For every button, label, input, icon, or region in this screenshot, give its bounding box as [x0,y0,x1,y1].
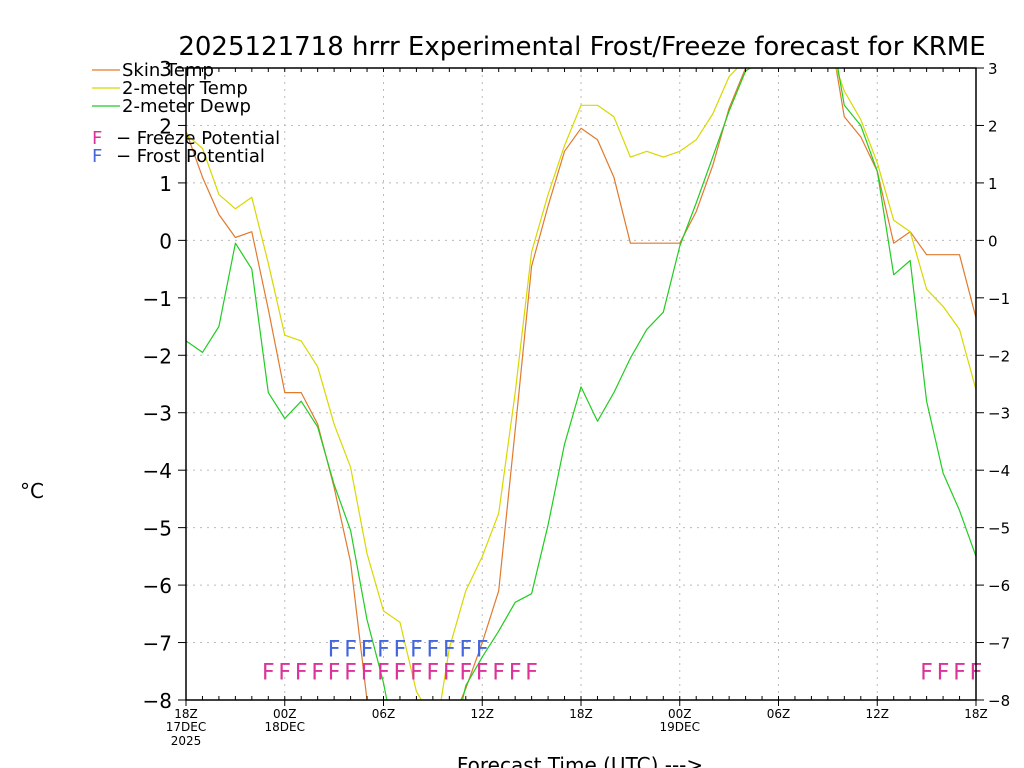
x-tick-label: 06Z [767,707,791,721]
freeze-marker: F [328,660,341,685]
freeze-marker: F [937,660,950,685]
y-tick-label-left: 3 [159,57,172,81]
x-tick-label: 12Z [866,707,890,721]
y-tick-label-left: −5 [143,517,172,541]
y-tick-label-right: 3 [988,60,998,78]
legend-frost-label: − Frost Potential [116,146,265,167]
frost-marker: F [427,637,440,662]
series-lines [186,68,976,700]
y-tick-label-right: 0 [988,232,998,250]
x-tick-label: 00Z [668,707,692,721]
x-tick-label: 18Z [569,707,593,721]
y-tick-label-left: −3 [143,402,172,426]
freeze-marker: F [920,660,933,685]
x-tick-year: 2025 [171,734,202,748]
y-tick-label-left: −1 [143,287,172,311]
x-tick-date: 19DEC [660,720,700,734]
freeze-marker: F [509,660,522,685]
y-tick-label-right: −5 [988,520,1010,538]
y-tick-label-left: 2 [159,114,172,138]
frost-marker: F [377,637,390,662]
grid-lines [186,68,976,700]
y-tick-label-right: 1 [988,175,998,193]
y-tick-label-right: −1 [988,290,1010,308]
y-tick-label-right: 2 [988,117,998,135]
x-axis-label: Forecast Time (UTC) ---> [457,753,703,768]
x-tick-label: 18Z [964,707,988,721]
y-tick-label-right: −2 [988,347,1010,365]
legend-dewp-label: 2-meter Dewp [122,96,251,117]
legend-frost-symbol: F [92,146,102,167]
y-axis-label: °C [20,479,44,503]
x-tick-label: 18Z [174,707,198,721]
y-tick-label-right: −4 [988,462,1010,480]
freeze-marker: F [443,660,456,685]
frost-marker: F [459,637,472,662]
frost-marker: F [328,637,341,662]
series-line-2-meter-temp [186,68,976,700]
frost-marker: F [410,637,423,662]
y-axis-left: −8 −7 −6 −5 −4 −3 −2 −1 0 1 2 3 [143,57,186,713]
frost-marker: F [476,637,489,662]
legend: Skin Temp 2-meter Temp 2-meter Dewp F − … [92,60,280,167]
frost-marker: F [361,637,374,662]
freeze-marker: F [278,660,291,685]
y-tick-label-left: −8 [143,689,172,713]
y-tick-label-left: −6 [143,574,172,598]
series-line-2-meter-dewp [186,68,976,700]
y-axis-right: −8 −7 −6 −5 −4 −3 −2 −1 0 1 2 3 [976,60,1010,710]
frost-marker: F [443,637,456,662]
legend-temp-label: 2-meter Temp [122,78,248,99]
legend-freeze-label: − Freeze Potential [116,128,280,149]
x-tick-label: 12Z [471,707,495,721]
freeze-marker: F [311,660,324,685]
y-tick-label-left: −7 [143,632,172,656]
legend-freeze-symbol: F [92,128,102,149]
y-tick-label-left: 1 [159,172,172,196]
y-tick-label-right: −3 [988,405,1010,423]
x-tick-label: 00Z [273,707,297,721]
freeze-marker: F [476,660,489,685]
freeze-marker: F [361,660,374,685]
freeze-marker: F [410,660,423,685]
y-tick-label-right: −8 [988,692,1010,710]
legend-skin-label: Skin Temp [122,60,214,81]
chart-title: 2025121718 hrrr Experimental Frost/Freez… [178,32,985,62]
y-tick-label-right: −6 [988,577,1010,595]
freeze-marker: F [427,660,440,685]
frost-marker: F [394,637,407,662]
frost-freeze-marks: F F F F F F F F F F F F F F F F F F F F FF F F F F F F F F F [262,637,982,685]
freeze-marker: F [262,660,275,685]
y-tick-label-left: −4 [143,459,172,483]
x-tick-label: 06Z [372,707,396,721]
y-tick-label-left: −2 [143,344,172,368]
frost-marker: F [344,637,357,662]
freeze-marker: F [492,660,505,685]
freeze-marker: F [295,660,308,685]
freeze-marker: F [459,660,472,685]
freeze-marker: F [394,660,407,685]
series-line-skin-temp [186,68,976,700]
freeze-marker: F [377,660,390,685]
y-tick-label-right: −7 [988,635,1010,653]
freeze-marker: F [525,660,538,685]
freeze-marker: F [344,660,357,685]
x-tick-date: 17DEC [166,720,206,734]
y-tick-label-left: 0 [159,229,172,253]
freeze-marker: F [953,660,966,685]
x-tick-date: 18DEC [265,720,305,734]
